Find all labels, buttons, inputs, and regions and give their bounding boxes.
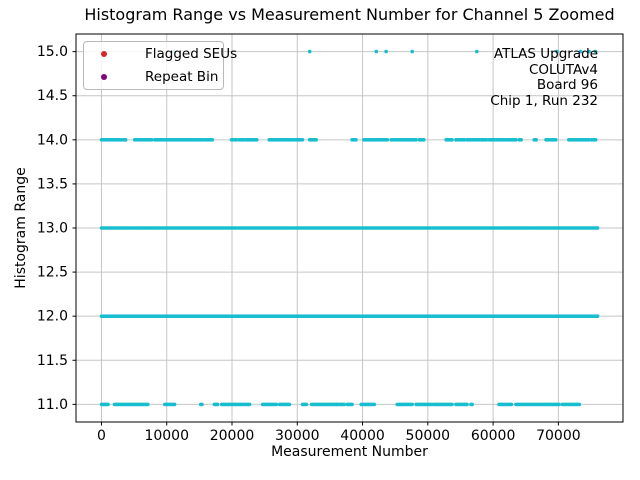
scatter-band-y12 xyxy=(99,314,600,319)
y-tick-label: 13.5 xyxy=(37,176,68,192)
x-tick-label: 70000 xyxy=(536,428,581,444)
x-tick-label: 0 xyxy=(97,428,106,444)
x-tick-label: 50000 xyxy=(406,428,451,444)
x-tick-label: 30000 xyxy=(275,428,320,444)
y-axis-label: Histogram Range xyxy=(13,167,29,289)
scatter-band-y13 xyxy=(99,226,600,230)
tick-labels: 0 10000 20000 30000 40000 50000 60000 70000 11.0… xyxy=(37,44,581,444)
scatter-band-y11 xyxy=(99,402,582,407)
x-tick-label: 10000 xyxy=(144,428,189,444)
annotation-line: Chip 1, Run 232 xyxy=(490,92,598,109)
annotation-text: ATLAS Upgrade COLUTAv4 Board 96 Chip 1, … xyxy=(490,46,598,109)
legend-label-flagged-seus: Flagged SEUs xyxy=(145,46,238,63)
y-tick-label: 11.0 xyxy=(37,397,68,413)
annotation-line: ATLAS Upgrade xyxy=(493,46,598,62)
y-tick-label: 12.5 xyxy=(37,265,68,281)
plot-border xyxy=(75,33,624,423)
annotation-line: COLUTAv4 xyxy=(528,61,598,78)
x-tick-label: 20000 xyxy=(210,428,255,444)
legend-item-repeat-bin: Repeat Bin xyxy=(84,67,223,87)
legend-label-repeat-bin: Repeat Bin xyxy=(145,68,219,85)
x-axis-label: Measurement Number xyxy=(271,444,428,460)
annotation-line: Board 96 xyxy=(536,77,598,93)
legend: Flagged SEUs Repeat Bin xyxy=(83,41,237,90)
y-tick-label: 12.0 xyxy=(37,309,68,325)
x-tick-label: 40000 xyxy=(340,428,385,444)
y-tick-label: 11.5 xyxy=(37,353,68,369)
repeat-bin-marker-icon xyxy=(101,73,107,80)
axis-ticks xyxy=(72,51,559,426)
y-tick-label: 13.0 xyxy=(37,221,68,237)
chart-title: Histogram Range vs Measurement Number fo… xyxy=(84,5,615,24)
y-tick-label: 15.0 xyxy=(37,44,68,60)
scatter-band-y14 xyxy=(99,138,598,142)
flagged-seus-marker-icon xyxy=(101,51,107,58)
x-tick-label: 60000 xyxy=(471,428,516,444)
y-tick-label: 14.5 xyxy=(37,88,68,104)
y-tick-label: 14.0 xyxy=(37,132,68,148)
legend-item-flagged-seus: Flagged SEUs xyxy=(84,44,237,64)
